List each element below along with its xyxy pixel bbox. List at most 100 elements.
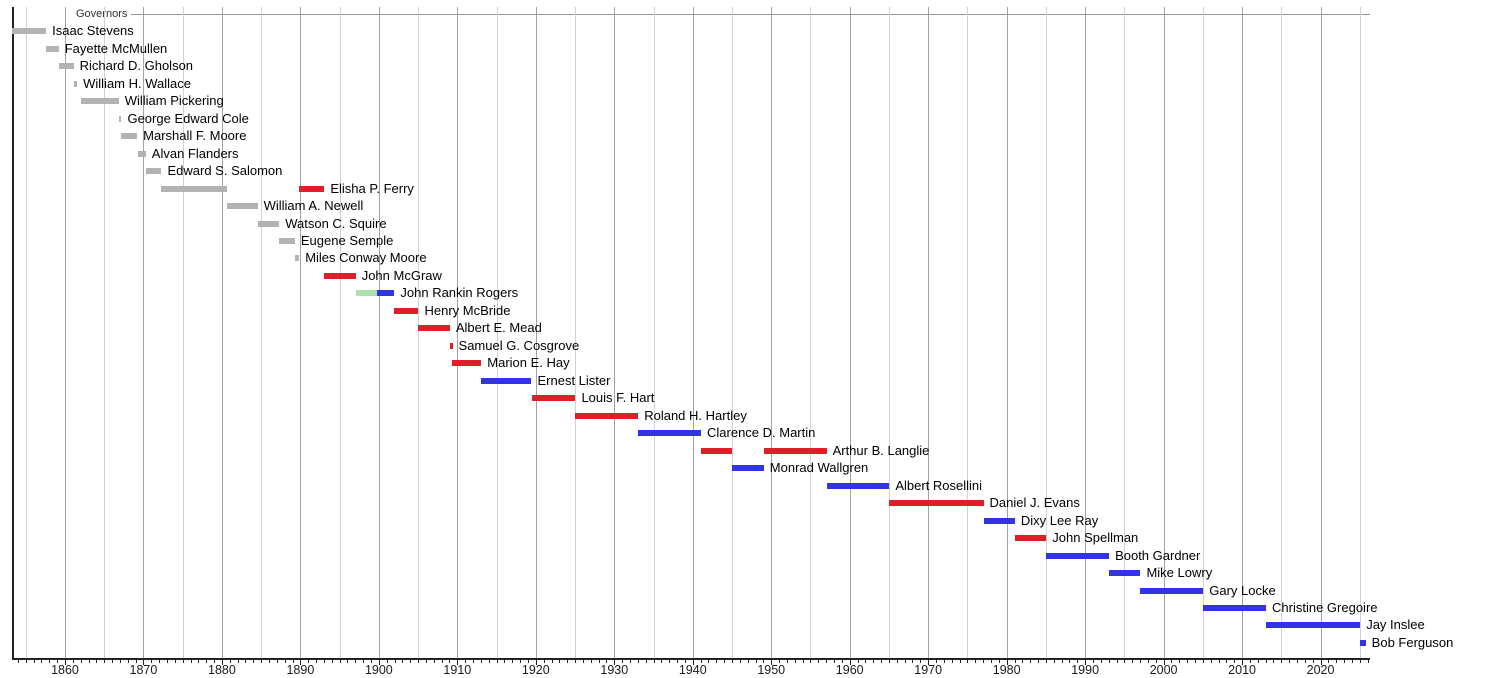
x-axis-tick [739,659,741,663]
x-axis-tick-label: 1890 [286,663,315,677]
x-axis-tick [1132,659,1134,663]
gridline-decade [849,7,851,658]
x-axis-tick [802,659,804,663]
x-axis-tick [567,659,569,663]
term-bar [226,203,258,210]
x-axis-tick [622,659,624,663]
x-axis-tick [779,659,781,663]
governor-label: Monrad Wallgren [769,460,869,476]
x-axis-tick [700,659,702,663]
x-axis-tick [1069,659,1071,663]
gridline-halfdecade [967,7,969,658]
term-bar [638,430,701,437]
governor-label: Samuel G. Cosgrove [458,337,580,353]
governor-label: Jay Inslee [1366,617,1425,633]
x-axis-tick [159,659,161,663]
governor-label: Gary Locke [1209,582,1276,598]
x-axis-tick [496,659,498,663]
gridline-decade [928,7,930,658]
x-axis-tick [323,659,325,663]
x-axis-tick [386,659,388,663]
governor-label: Daniel J. Evans [989,495,1080,511]
term-bar [1014,535,1047,542]
term-bar [394,307,419,314]
x-axis-tick [645,659,647,663]
x-axis-tick [920,659,922,663]
x-axis-tick [1038,659,1040,663]
x-axis-tick [1265,659,1267,663]
term-bar [826,482,890,489]
x-axis-tick [214,659,216,663]
x-axis-tick [57,659,59,663]
term-bar [889,500,984,507]
governor-label: Eugene Semple [300,233,394,248]
x-axis-tick [629,659,631,663]
x-axis-tick [371,659,373,663]
x-axis-tick [425,659,427,663]
x-axis-tick-label: 1990 [1071,663,1100,677]
x-axis-tick [1092,659,1094,663]
x-axis-tick-label: 1880 [208,663,236,677]
governor-label: John Rankin Rogers [400,285,519,301]
gridline-decade [457,7,459,658]
x-axis-tick [520,659,522,663]
governor-label: Louis F. Hart [581,390,655,406]
term-bar [257,220,280,227]
x-axis-tick [888,659,890,663]
x-axis-tick [1234,659,1236,663]
governor-label: Richard D. Gholson [79,58,194,74]
x-axis-tick [33,659,35,663]
term-bar [481,377,532,384]
x-axis-tick [1359,659,1361,663]
x-axis-tick [1061,659,1063,663]
gridline-decade [614,7,616,658]
x-axis-tick [1249,659,1251,663]
x-axis-tick [174,659,176,663]
gridline-halfdecade [25,7,27,658]
x-axis-tick [276,659,278,663]
x-axis-tick [527,659,529,663]
x-axis-tick [928,659,930,665]
x-axis-tick [1085,659,1087,665]
x-axis-tick [606,659,608,663]
gridline-decade [1085,7,1087,658]
x-axis-tick [1179,659,1181,663]
governor-label: Edward S. Salomon [167,163,283,179]
gridline-decade [300,7,302,658]
gridline-decade [1163,7,1165,658]
gridline-decade [143,7,145,658]
term-bar [763,447,827,454]
x-axis-tick [96,659,98,663]
x-axis-tick [1367,659,1369,663]
term-bar [118,115,122,122]
governor-label: Isaac Stevens [52,23,134,39]
x-axis-tick [936,659,938,663]
x-axis-tick [1014,659,1016,663]
x-axis-tick-label: 2000 [1149,663,1178,677]
x-axis-tick [794,659,796,663]
governor-label: Dixy Lee Ray [1020,512,1099,528]
x-axis-tick [488,659,490,663]
x-axis-tick [49,659,51,663]
x-axis-tick-label: 1950 [757,663,786,677]
x-axis-tick [441,659,443,663]
governor-label: Miles Conway Moore [305,250,427,266]
x-axis-tick [1226,659,1228,663]
governor-label: William A. Newell [263,198,364,214]
x-axis-tick [1344,659,1346,663]
x-axis-tick [1140,659,1142,663]
x-axis-tick-label: 2020 [1306,663,1335,677]
term-bar [12,28,47,35]
x-axis-tick-label: 1920 [521,663,550,677]
x-axis-tick [316,659,318,663]
term-bar [121,133,138,140]
x-axis-tick [786,659,788,663]
term-bar [575,412,639,419]
x-axis-tick [198,659,200,663]
gridline-decade [692,7,694,658]
governor-label: Watson C. Squire [285,215,387,231]
x-axis-tick [1351,659,1353,663]
x-axis-tick [1242,659,1244,665]
x-axis-tick [614,659,616,665]
gridline-halfdecade [1281,7,1283,658]
